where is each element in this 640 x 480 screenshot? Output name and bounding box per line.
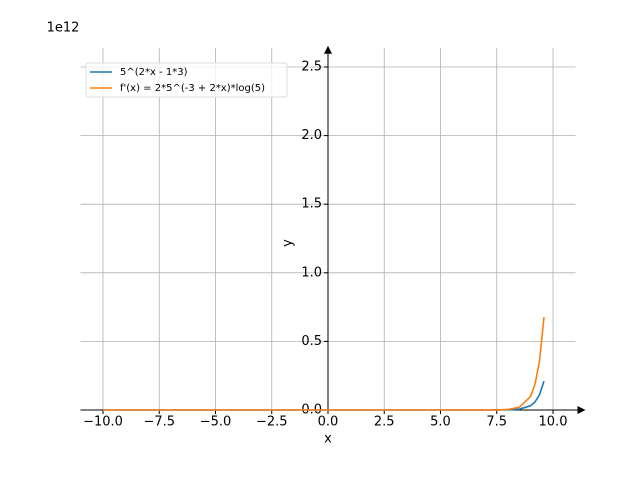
x-tick-label: −5.0 [200,415,232,430]
x-tick-label: −7.5 [143,415,175,430]
x-tick-label: 5.0 [430,415,451,430]
y-axis-arrow [324,45,332,54]
y-tick-label: 2.0 [301,128,322,143]
x-tick-label: −10.0 [83,415,123,430]
x-axis-label: x [324,432,332,447]
legend-label: 5^(2*x - 1*3) [120,67,188,78]
x-tick-label: 7.5 [486,415,507,430]
x-tick-label: 0.0 [318,415,339,430]
y-tick-label: 1.0 [301,265,322,280]
x-tick-label: 2.5 [374,415,395,430]
line-series [103,316,545,411]
y-tick-label: 2.5 [301,60,322,75]
line-series [103,380,545,411]
y-tick-label: 0.5 [301,334,322,349]
legend-box [85,62,288,98]
y-axis-label: y [281,239,296,247]
x-tick-label: 10.0 [539,415,568,430]
y-tick-label: 1.5 [301,197,322,212]
offset-label: 1e12 [47,21,80,36]
x-axis-arrow [577,406,586,414]
x-tick-label: −2.5 [256,415,288,430]
legend-label: f'(x) = 2*5^(-3 + 2*x)*log(5) [120,83,265,94]
